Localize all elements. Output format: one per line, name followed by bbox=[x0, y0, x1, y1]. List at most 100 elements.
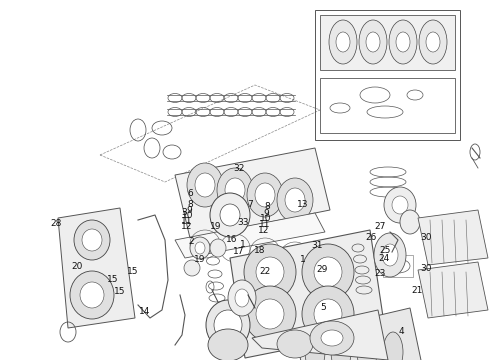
Text: 10: 10 bbox=[182, 211, 194, 220]
Text: 15: 15 bbox=[114, 287, 126, 296]
Ellipse shape bbox=[366, 32, 380, 52]
Text: 15: 15 bbox=[107, 274, 119, 284]
Ellipse shape bbox=[255, 183, 275, 207]
Text: 2: 2 bbox=[188, 237, 194, 246]
Text: 8: 8 bbox=[187, 200, 193, 209]
Ellipse shape bbox=[419, 20, 447, 64]
Ellipse shape bbox=[244, 286, 296, 342]
Ellipse shape bbox=[302, 244, 354, 300]
Ellipse shape bbox=[190, 237, 210, 259]
Text: 22: 22 bbox=[259, 267, 270, 276]
Ellipse shape bbox=[217, 168, 253, 212]
Ellipse shape bbox=[336, 32, 350, 52]
Ellipse shape bbox=[210, 239, 226, 257]
Ellipse shape bbox=[310, 321, 354, 355]
Bar bbox=[320, 78, 455, 133]
Ellipse shape bbox=[331, 332, 351, 360]
Ellipse shape bbox=[195, 173, 215, 197]
Polygon shape bbox=[230, 230, 385, 358]
Ellipse shape bbox=[74, 220, 110, 260]
Text: 32: 32 bbox=[233, 164, 245, 173]
Text: 1: 1 bbox=[300, 255, 306, 264]
Ellipse shape bbox=[302, 286, 354, 342]
Polygon shape bbox=[295, 308, 422, 360]
Ellipse shape bbox=[220, 204, 240, 226]
Ellipse shape bbox=[247, 173, 283, 217]
Ellipse shape bbox=[383, 332, 403, 360]
Polygon shape bbox=[320, 15, 455, 70]
Text: 1: 1 bbox=[240, 240, 246, 249]
Ellipse shape bbox=[321, 330, 343, 346]
Ellipse shape bbox=[187, 163, 223, 207]
Text: 30: 30 bbox=[420, 233, 432, 242]
Ellipse shape bbox=[285, 188, 305, 212]
Text: 4: 4 bbox=[399, 327, 405, 336]
Bar bbox=[383, 255, 413, 277]
Polygon shape bbox=[175, 213, 325, 258]
Polygon shape bbox=[418, 262, 488, 318]
Ellipse shape bbox=[244, 244, 296, 300]
Text: 17: 17 bbox=[233, 247, 245, 256]
Text: 6: 6 bbox=[187, 189, 193, 198]
Ellipse shape bbox=[225, 178, 245, 202]
Text: 9: 9 bbox=[264, 208, 270, 217]
Ellipse shape bbox=[70, 271, 114, 319]
Text: 14: 14 bbox=[139, 307, 150, 316]
Text: 5: 5 bbox=[320, 303, 326, 312]
Ellipse shape bbox=[208, 329, 248, 360]
Text: 3: 3 bbox=[181, 208, 187, 217]
Text: 11: 11 bbox=[259, 220, 270, 229]
Text: 23: 23 bbox=[374, 269, 386, 278]
Text: 19: 19 bbox=[210, 222, 221, 231]
Text: 27: 27 bbox=[374, 222, 386, 231]
Ellipse shape bbox=[392, 196, 408, 214]
Ellipse shape bbox=[235, 289, 249, 307]
Text: 11: 11 bbox=[181, 217, 193, 226]
Text: 12: 12 bbox=[180, 222, 192, 231]
Ellipse shape bbox=[359, 20, 387, 64]
Text: 9: 9 bbox=[186, 206, 192, 215]
Text: 10: 10 bbox=[260, 214, 271, 223]
Text: 19: 19 bbox=[194, 255, 206, 264]
Text: 31: 31 bbox=[312, 241, 323, 250]
Ellipse shape bbox=[389, 20, 417, 64]
Ellipse shape bbox=[305, 332, 325, 360]
Ellipse shape bbox=[80, 282, 104, 308]
Text: 25: 25 bbox=[379, 246, 391, 255]
Ellipse shape bbox=[228, 280, 256, 316]
Ellipse shape bbox=[82, 229, 102, 251]
Text: 33: 33 bbox=[237, 218, 249, 227]
Text: 16: 16 bbox=[225, 235, 237, 244]
Ellipse shape bbox=[206, 300, 250, 350]
Ellipse shape bbox=[400, 210, 420, 234]
Text: 26: 26 bbox=[366, 233, 377, 242]
Ellipse shape bbox=[314, 299, 342, 329]
Text: 28: 28 bbox=[50, 219, 62, 228]
Text: 24: 24 bbox=[379, 254, 390, 263]
Text: 20: 20 bbox=[72, 262, 83, 271]
Text: 7: 7 bbox=[247, 200, 253, 209]
Ellipse shape bbox=[210, 193, 250, 237]
Text: 29: 29 bbox=[317, 265, 328, 274]
Ellipse shape bbox=[314, 257, 342, 287]
Ellipse shape bbox=[277, 178, 313, 222]
Ellipse shape bbox=[277, 330, 313, 358]
Ellipse shape bbox=[384, 187, 416, 223]
Ellipse shape bbox=[184, 260, 200, 276]
Ellipse shape bbox=[256, 257, 284, 287]
Polygon shape bbox=[58, 208, 135, 328]
Ellipse shape bbox=[382, 244, 398, 266]
Ellipse shape bbox=[195, 242, 205, 254]
Ellipse shape bbox=[374, 233, 406, 277]
Text: 18: 18 bbox=[254, 246, 266, 255]
Text: 8: 8 bbox=[265, 202, 270, 211]
Text: 21: 21 bbox=[412, 287, 423, 295]
Text: 12: 12 bbox=[258, 226, 270, 235]
Ellipse shape bbox=[256, 299, 284, 329]
Ellipse shape bbox=[426, 32, 440, 52]
Ellipse shape bbox=[329, 20, 357, 64]
Bar bbox=[315, 10, 460, 140]
Ellipse shape bbox=[396, 32, 410, 52]
Ellipse shape bbox=[357, 332, 377, 360]
Text: 13: 13 bbox=[297, 200, 309, 209]
